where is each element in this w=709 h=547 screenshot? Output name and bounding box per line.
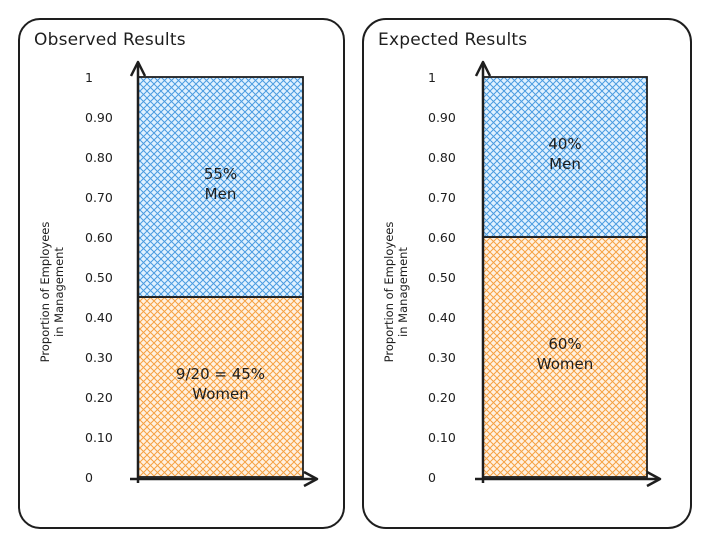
y-tick-label: 0.10 [85, 430, 113, 445]
segment-label-men: 40% [548, 135, 581, 153]
y-tick-label: 0.90 [85, 110, 113, 125]
bar-segment-men [137, 76, 304, 298]
y-tick-label: 0 [428, 470, 436, 485]
y-tick-label: 0.60 [428, 230, 456, 245]
y-tick-label: 0.40 [428, 310, 456, 325]
segment-label-men: Men [205, 185, 237, 203]
y-tick-label: 0.40 [85, 310, 113, 325]
y-tick-label: 0.50 [428, 270, 456, 285]
x-axis-arrow [303, 470, 319, 488]
chart-0: 0 0.10 0.20 0.30 0.40 0.50 0.60 0.70 0.80 0.90 1 9/… [85, 60, 319, 488]
y-axis-arrow [474, 60, 492, 77]
y-tick-label: 0.70 [85, 190, 113, 205]
y-tick-label: 0.30 [85, 350, 113, 365]
y-tick-label: 0.20 [85, 390, 113, 405]
segment-label-men: 55% [204, 165, 237, 183]
y-tick-label: 0.70 [428, 190, 456, 205]
x-axis-arrow [646, 470, 662, 488]
y-tick-label: 0.90 [428, 110, 456, 125]
y-tick-label: 0.10 [428, 430, 456, 445]
segment-label-women: 9/20 = 45% [176, 365, 265, 383]
y-tick-label: 0.80 [428, 150, 456, 165]
y-axis-arrow [129, 60, 147, 77]
y-tick-label: 0.60 [85, 230, 113, 245]
y-tick-label: 1 [85, 70, 93, 85]
bar-segment-men [482, 76, 648, 238]
y-tick-label: 0.30 [428, 350, 456, 365]
segment-label-women: Women [537, 355, 593, 373]
y-tick-label: 0 [85, 470, 93, 485]
chart-title: Observed Results [34, 30, 186, 50]
segment-label-women: Women [192, 385, 248, 403]
y-tick-label: 0.20 [428, 390, 456, 405]
segment-label-men: Men [549, 155, 581, 173]
bar-segment-women [482, 236, 648, 478]
chart-title: Expected Results [378, 30, 528, 50]
y-tick-label: 0.50 [85, 270, 113, 285]
chart-1: 0 0.10 0.20 0.30 0.40 0.50 0.60 0.70 0.80 0.90 1 60… [428, 60, 662, 488]
y-tick-label: 1 [428, 70, 436, 85]
segment-label-women: 60% [548, 335, 581, 353]
y-tick-label: 0.80 [85, 150, 113, 165]
